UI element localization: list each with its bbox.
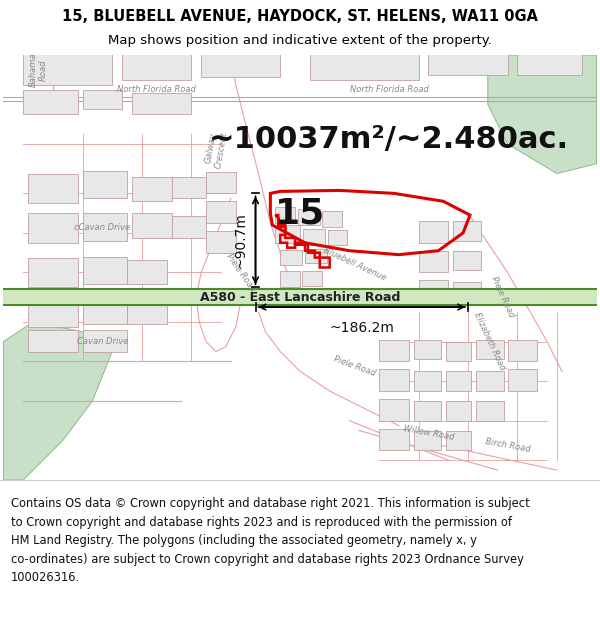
Bar [446, 431, 471, 451]
Bar [83, 330, 127, 351]
Bar [413, 401, 442, 421]
Bar [28, 174, 77, 203]
Bar [517, 35, 581, 75]
Bar [83, 257, 127, 284]
Bar [508, 339, 537, 361]
Bar [83, 89, 122, 109]
Bar [122, 35, 191, 80]
Bar [305, 249, 326, 262]
Bar [28, 297, 77, 327]
Bar [379, 399, 409, 421]
Bar [476, 339, 503, 359]
Bar [23, 30, 112, 84]
Text: Map shows position and indicative extent of the property.: Map shows position and indicative extent… [108, 34, 492, 48]
Bar [83, 213, 127, 241]
Bar [413, 371, 442, 391]
Text: Galway
Crescent: Galway Crescent [203, 129, 229, 169]
Bar [303, 229, 325, 245]
Bar [476, 371, 503, 391]
Text: North Florida Road: North Florida Road [350, 85, 428, 94]
Bar [453, 221, 481, 241]
Bar [419, 281, 448, 302]
Bar [28, 258, 77, 288]
Bar [453, 282, 481, 302]
Bar [322, 211, 341, 227]
Bar [413, 339, 442, 359]
Bar [428, 35, 508, 75]
Text: Contains OS data © Crown copyright and database right 2021. This information is : Contains OS data © Crown copyright and d… [11, 498, 530, 584]
Bar [280, 271, 300, 288]
Bar [453, 251, 481, 271]
Bar [132, 92, 191, 114]
Text: Birch Road: Birch Road [484, 437, 531, 454]
Bar [172, 177, 206, 198]
Text: Bluebell Avenue: Bluebell Avenue [322, 246, 387, 283]
Bar [4, 289, 596, 305]
Bar [83, 171, 127, 198]
Bar [379, 429, 409, 451]
Bar [275, 208, 295, 223]
Bar [132, 213, 172, 238]
Text: cCavan Drive: cCavan Drive [74, 224, 130, 232]
Bar [508, 369, 537, 391]
Bar [127, 299, 167, 324]
Text: ~10037m²/~2.480ac.: ~10037m²/~2.480ac. [209, 124, 569, 154]
Bar [379, 339, 409, 361]
Bar [280, 250, 302, 264]
Bar [302, 271, 322, 286]
Bar [379, 369, 409, 391]
Bar [206, 201, 236, 223]
Bar [419, 251, 448, 272]
Bar [446, 342, 471, 361]
Bar [201, 38, 280, 77]
Bar [446, 371, 471, 391]
Text: North Florida Road: North Florida Road [117, 85, 196, 94]
Text: Bahama
Road: Bahama Road [28, 52, 48, 87]
Text: Piele Road: Piele Road [489, 275, 516, 319]
Text: 15: 15 [275, 196, 325, 230]
Bar [206, 231, 236, 253]
Bar [127, 259, 167, 284]
Bar [275, 225, 300, 242]
Polygon shape [488, 55, 596, 174]
Text: ~186.2m: ~186.2m [329, 321, 394, 335]
Bar [83, 296, 127, 324]
Text: Elizabeth Road: Elizabeth Road [472, 311, 507, 372]
Text: Cavan Drive: Cavan Drive [77, 337, 128, 346]
Polygon shape [4, 322, 112, 480]
Bar [172, 216, 206, 238]
Text: ~90.7m: ~90.7m [233, 213, 248, 268]
Bar [132, 177, 172, 201]
Bar [419, 221, 448, 243]
Bar [28, 330, 77, 351]
Bar [298, 209, 320, 225]
Text: 15, BLUEBELL AVENUE, HAYDOCK, ST. HELENS, WA11 0GA: 15, BLUEBELL AVENUE, HAYDOCK, ST. HELENS… [62, 9, 538, 24]
Text: A580 - East Lancashire Road: A580 - East Lancashire Road [200, 291, 400, 304]
Bar [328, 230, 347, 245]
Text: Piele Road: Piele Road [224, 252, 257, 293]
Bar [446, 401, 471, 421]
Bar [206, 172, 236, 193]
Bar [413, 431, 442, 451]
Bar [28, 213, 77, 243]
Bar [476, 401, 503, 421]
Bar [23, 89, 77, 114]
Text: Willow Road: Willow Road [403, 424, 455, 441]
Bar [310, 35, 419, 80]
Text: Piele Road: Piele Road [332, 354, 377, 378]
